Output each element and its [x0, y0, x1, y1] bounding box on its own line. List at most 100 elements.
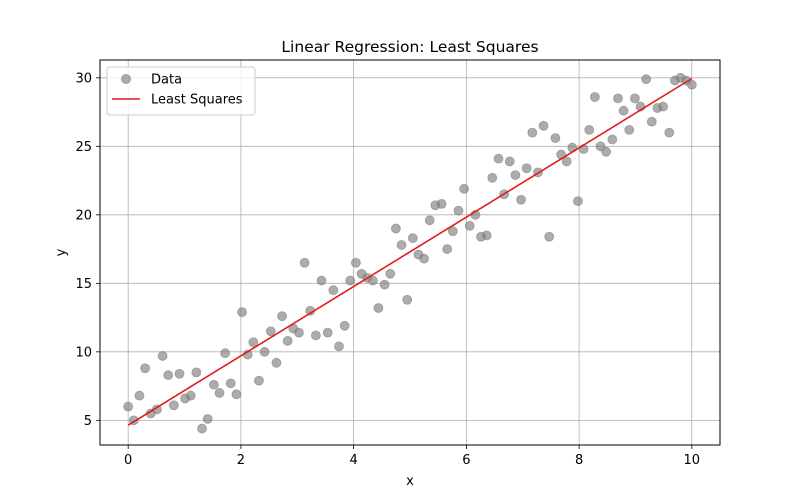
data-point	[504, 156, 515, 167]
data-point	[385, 268, 396, 279]
data-point	[185, 390, 196, 401]
data-point	[225, 378, 236, 389]
data-point	[493, 153, 504, 164]
data-point	[607, 134, 618, 145]
data-point	[453, 205, 464, 216]
x-axis-label: x	[406, 474, 414, 489]
data-point	[613, 93, 623, 104]
data-point	[174, 368, 185, 379]
data-point	[407, 233, 418, 244]
data-point	[202, 414, 213, 424]
data-point	[391, 223, 401, 234]
data-point	[157, 351, 168, 361]
x-tick-label: 10	[684, 453, 701, 468]
x-tick-label: 8	[575, 453, 583, 468]
data-point	[271, 357, 282, 368]
data-point	[527, 127, 538, 138]
data-point	[550, 133, 561, 143]
data-point	[231, 389, 242, 400]
y-tick-label: 15	[75, 277, 92, 292]
legend-label-data: Data	[151, 73, 182, 88]
data-point	[345, 275, 356, 286]
y-axis-label: y	[54, 248, 69, 256]
plot-series	[123, 72, 697, 434]
y-tick-label: 20	[75, 208, 92, 223]
data-point	[538, 120, 549, 131]
plot-area-frame	[99, 59, 721, 446]
x-tick-label: 2	[237, 453, 245, 468]
data-point	[464, 220, 475, 231]
data-point	[424, 215, 435, 226]
data-point	[436, 198, 447, 209]
axis-ticks: 0 2 4 6 8 10 5 10 15 20 25 30	[75, 71, 700, 468]
data-point	[487, 172, 498, 183]
data-point	[328, 285, 339, 296]
y-tick-label: 10	[75, 345, 92, 360]
data-point	[459, 183, 470, 194]
data-point	[220, 348, 231, 359]
data-point	[208, 379, 219, 390]
data-point	[214, 388, 225, 398]
data-point	[573, 196, 583, 207]
data-point	[521, 163, 532, 174]
data-point	[237, 307, 247, 317]
data-point	[339, 320, 350, 331]
data-point	[168, 400, 179, 411]
y-tick-label: 5	[84, 414, 92, 429]
data-point	[624, 124, 635, 135]
data-point	[265, 326, 276, 337]
legend-box	[106, 66, 256, 116]
data-point	[584, 124, 595, 135]
chart-title: Linear Regression: Least Squares	[281, 38, 538, 56]
data-point	[191, 367, 202, 378]
data-point	[134, 390, 145, 401]
data-point	[442, 244, 453, 254]
data-point	[510, 170, 521, 180]
data-point	[629, 93, 640, 104]
data-point	[322, 327, 333, 338]
data-point	[294, 327, 304, 338]
data-point	[259, 346, 270, 357]
data-point	[686, 79, 697, 90]
least-squares-line	[127, 77, 693, 426]
y-tick-label: 25	[75, 140, 92, 155]
legend: Data Least Squares	[106, 66, 256, 116]
data-point	[419, 253, 429, 264]
data-point	[396, 240, 407, 250]
legend-label-least-squares: Least Squares	[151, 93, 243, 108]
data-point	[123, 401, 134, 412]
data-point	[561, 156, 572, 167]
data-point	[516, 194, 526, 205]
data-point	[447, 226, 458, 237]
data-point	[248, 337, 259, 348]
data-point	[658, 101, 668, 112]
data-point	[367, 275, 378, 286]
data-point	[481, 230, 492, 241]
x-tick-label: 0	[124, 453, 132, 468]
data-point	[254, 375, 264, 386]
data-point	[402, 294, 413, 305]
data-point	[310, 330, 321, 341]
data-point	[601, 146, 612, 157]
data-point	[277, 311, 287, 322]
data-point	[641, 74, 652, 85]
legend-marker-data	[121, 74, 131, 84]
data-point	[334, 341, 344, 352]
data-point	[664, 127, 675, 138]
data-point	[544, 231, 555, 242]
data-point	[163, 370, 174, 381]
data-point	[618, 105, 629, 116]
data-point	[316, 275, 327, 286]
x-tick-label: 6	[462, 453, 470, 468]
y-tick-label: 30	[75, 71, 92, 86]
x-tick-label: 4	[349, 453, 357, 468]
data-point	[373, 303, 384, 313]
data-point	[197, 423, 207, 434]
data-point	[379, 279, 390, 290]
data-point	[282, 335, 293, 346]
data-point	[299, 257, 310, 268]
data-point	[350, 257, 361, 268]
data-point	[646, 116, 657, 127]
data-point	[140, 363, 150, 374]
